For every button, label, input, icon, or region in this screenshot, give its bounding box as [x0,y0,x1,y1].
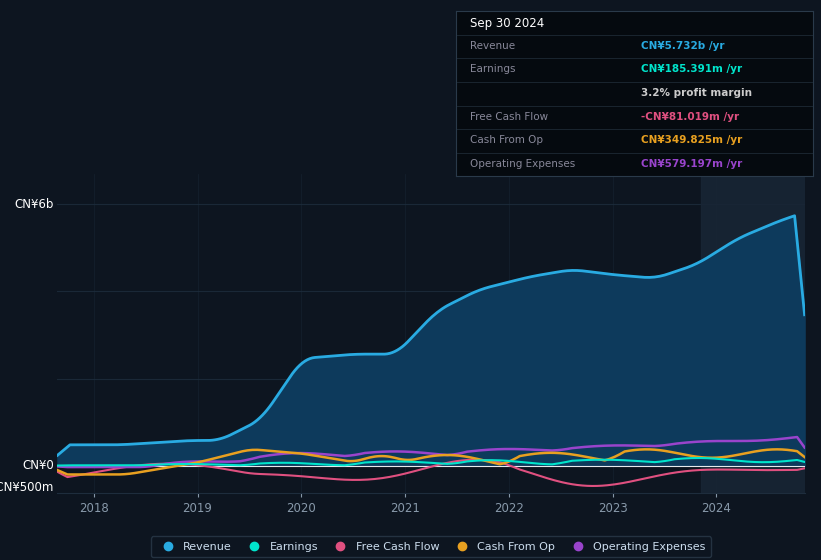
Text: Operating Expenses: Operating Expenses [470,158,576,169]
Text: Sep 30 2024: Sep 30 2024 [470,17,544,30]
Text: Free Cash Flow: Free Cash Flow [470,111,548,122]
Text: Revenue: Revenue [470,41,515,51]
Text: CN¥349.825m /yr: CN¥349.825m /yr [641,135,743,145]
Bar [701,174,805,493]
Text: Cash From Op: Cash From Op [470,135,543,145]
Text: 3.2% profit margin: 3.2% profit margin [641,88,752,98]
Text: -CN¥81.019m /yr: -CN¥81.019m /yr [641,111,740,122]
Text: CN¥5.732b /yr: CN¥5.732b /yr [641,41,725,51]
Text: CN¥579.197m /yr: CN¥579.197m /yr [641,158,743,169]
Text: CN¥185.391m /yr: CN¥185.391m /yr [641,64,742,74]
Text: Earnings: Earnings [470,64,516,74]
Text: CN¥6b: CN¥6b [14,198,53,211]
Text: CN¥0: CN¥0 [22,459,53,472]
Text: -CN¥500m: -CN¥500m [0,481,53,494]
Legend: Revenue, Earnings, Free Cash Flow, Cash From Op, Operating Expenses: Revenue, Earnings, Free Cash Flow, Cash … [151,536,711,557]
